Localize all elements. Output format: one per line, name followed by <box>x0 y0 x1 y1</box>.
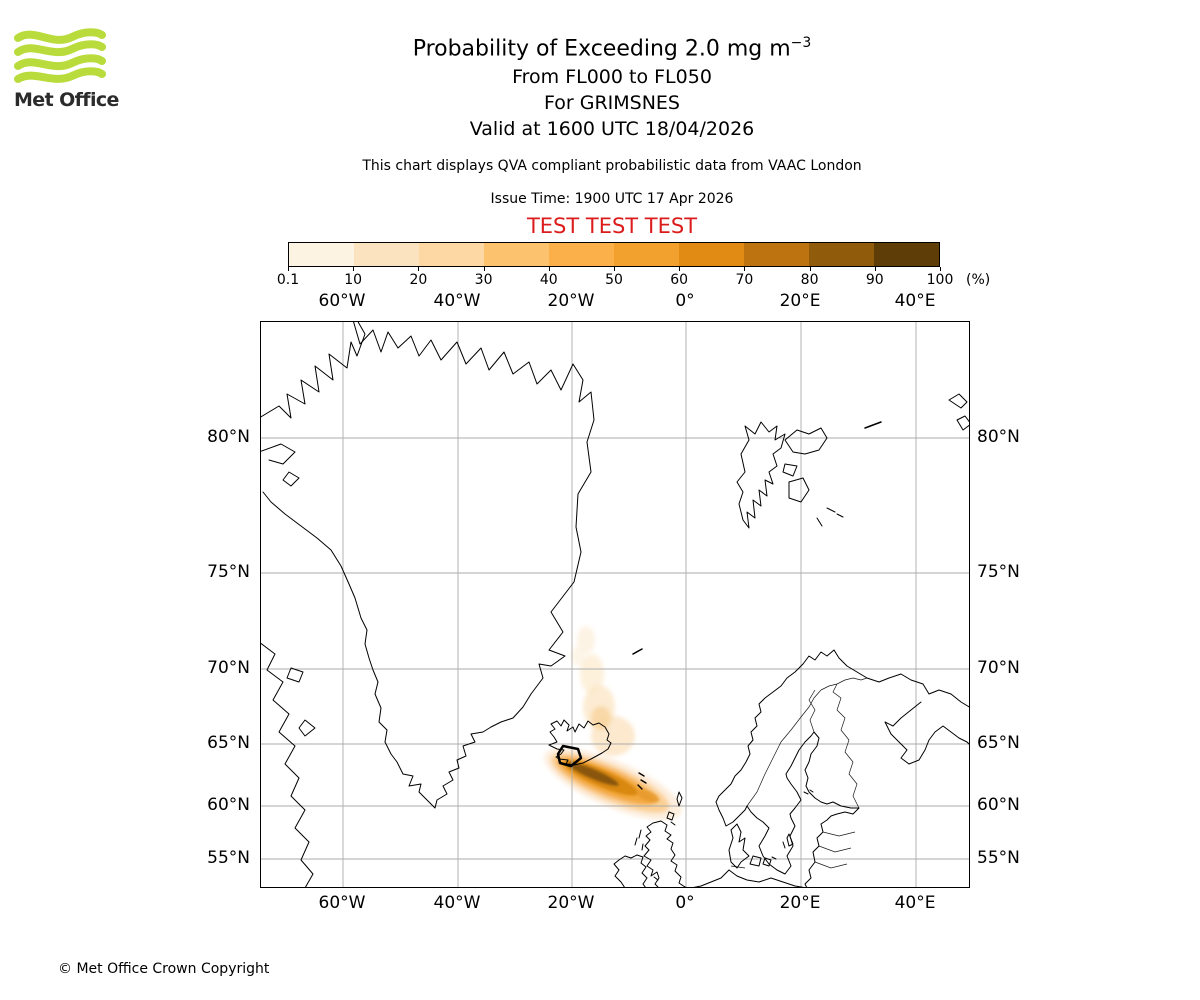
chart-description: This chart displays QVA compliant probab… <box>362 158 862 174</box>
colorbar-tick: 80 <box>800 272 819 288</box>
logo-wordmark: Met Office <box>14 89 119 111</box>
colorbar-tick: 60 <box>670 272 689 288</box>
lon-label: 20°E <box>779 291 821 311</box>
subtitle-flight-levels: From FL000 to FL050 <box>512 66 712 89</box>
probability-colorbar <box>288 242 940 267</box>
lat-label: 70°N <box>977 658 1020 678</box>
colorbar-unit: (%) <box>966 272 991 288</box>
subtitle-valid-time: Valid at 1600 UTC 18/04/2026 <box>469 118 755 141</box>
lat-label: 55°N <box>977 848 1020 868</box>
colorbar-tick: 70 <box>735 272 754 288</box>
map-svg <box>261 322 969 887</box>
met-office-waves-icon <box>14 28 106 83</box>
lat-label: 80°N <box>207 427 250 447</box>
colorbar-segment <box>874 243 939 266</box>
lat-label: 65°N <box>977 733 1020 753</box>
lat-label: 55°N <box>207 848 250 868</box>
graticule <box>261 322 969 887</box>
lon-label: 60°W <box>318 291 366 311</box>
header-block: Probability of Exceeding 2.0 mg m−3 From… <box>12 28 1200 142</box>
copyright-notice: © Met Office Crown Copyright <box>58 961 270 977</box>
lat-label: 65°N <box>207 733 250 753</box>
lat-label: 60°N <box>977 795 1020 815</box>
colorbar-segment <box>809 243 874 266</box>
subtitle-volcano: For GRIMSNES <box>544 92 680 115</box>
lat-label: 60°N <box>207 795 250 815</box>
lon-label: 20°W <box>547 291 595 311</box>
colorbar-ticks: 0.1 10 20 30 40 50 60 70 80 90 100 <box>277 267 953 293</box>
colorbar-segment <box>679 243 744 266</box>
lon-label: 40°W <box>433 291 481 311</box>
lon-label: 40°W <box>433 893 481 913</box>
colorbar-tick: 40 <box>539 272 558 288</box>
lat-label: 80°N <box>977 427 1020 447</box>
colorbar-tick: 30 <box>474 272 493 288</box>
map-canvas <box>260 321 970 888</box>
issue-time: Issue Time: 1900 UTC 17 Apr 2026 <box>490 191 734 207</box>
colorbar-tick: 100 <box>926 272 954 288</box>
colorbar-segment <box>289 243 354 266</box>
coastlines <box>261 322 969 887</box>
lon-label: 60°W <box>318 893 366 913</box>
lon-label: 40°E <box>894 893 936 913</box>
lat-label: 70°N <box>207 658 250 678</box>
colorbar-tick: 90 <box>865 272 884 288</box>
met-office-logo: Met Office <box>14 28 124 111</box>
lon-label: 20°W <box>547 893 595 913</box>
colorbar-segment <box>614 243 679 266</box>
country-borders <box>730 677 868 869</box>
lon-label: 0° <box>675 893 695 913</box>
page-title: Probability of Exceeding 2.0 mg m−3 <box>412 35 812 62</box>
colorbar-segment <box>744 243 809 266</box>
lon-label: 40°E <box>894 291 936 311</box>
colorbar-tick: 20 <box>409 272 428 288</box>
colorbar-segment <box>549 243 614 266</box>
test-banner: TEST TEST TEST <box>526 214 698 238</box>
lon-label: 0° <box>675 291 695 311</box>
longitude-labels-bottom: 60°W 40°W 20°W 0° 20°E 40°E <box>260 893 970 915</box>
lat-label: 75°N <box>207 562 250 582</box>
lon-label: 20°E <box>779 893 821 913</box>
colorbar-segment <box>419 243 484 266</box>
colorbar-segment <box>484 243 549 266</box>
colorbar-segment <box>354 243 419 266</box>
colorbar-tick: 50 <box>605 272 623 288</box>
lat-label: 75°N <box>977 562 1020 582</box>
longitude-labels-top: 60°W 40°W 20°W 0° 20°E 40°E <box>260 291 970 313</box>
colorbar-tick: 10 <box>344 272 363 288</box>
ash-plume <box>544 626 682 820</box>
volcano-area-outline <box>556 744 583 768</box>
colorbar-tick: 0.1 <box>276 272 300 288</box>
